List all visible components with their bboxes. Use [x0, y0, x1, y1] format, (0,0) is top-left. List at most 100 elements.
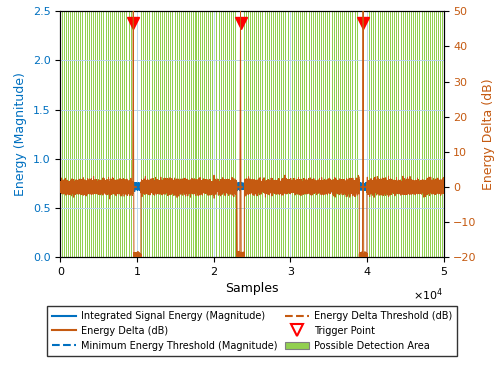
Bar	[190, 11, 191, 257]
Bar	[293, 11, 294, 257]
Bar	[437, 11, 438, 257]
Bar	[84, 11, 85, 257]
Bar	[308, 11, 309, 257]
Bar	[354, 11, 355, 257]
Bar	[249, 11, 250, 257]
Bar	[207, 11, 208, 257]
Bar	[383, 11, 384, 257]
Bar	[192, 11, 193, 257]
Bar	[131, 11, 132, 257]
Bar	[174, 11, 175, 257]
Bar	[429, 11, 430, 257]
Bar	[295, 11, 296, 257]
Bar	[268, 11, 269, 257]
Bar	[209, 11, 210, 257]
Bar	[184, 11, 185, 257]
Bar	[144, 11, 145, 257]
Bar	[291, 11, 292, 257]
Bar	[393, 11, 394, 257]
Bar	[142, 11, 143, 257]
Bar	[172, 11, 173, 257]
Bar	[102, 11, 103, 257]
Text: $\times 10^4$: $\times 10^4$	[413, 287, 444, 303]
Bar	[358, 11, 359, 257]
Bar	[410, 11, 411, 257]
Bar	[213, 11, 214, 257]
Bar	[368, 11, 369, 257]
Bar	[69, 11, 70, 257]
Bar	[324, 11, 325, 257]
Bar	[94, 11, 95, 257]
Bar	[203, 11, 204, 257]
Bar	[440, 11, 442, 257]
Bar	[425, 11, 426, 257]
Bar	[77, 11, 78, 257]
Bar	[397, 11, 398, 257]
Bar	[217, 11, 218, 257]
Bar	[326, 11, 327, 257]
Bar	[304, 11, 305, 257]
Bar	[161, 11, 162, 257]
Bar	[438, 11, 439, 257]
Bar	[178, 11, 179, 257]
Bar	[412, 11, 413, 257]
Bar	[151, 11, 152, 257]
Bar	[150, 11, 151, 257]
Bar	[129, 11, 130, 257]
Bar	[226, 11, 227, 257]
Bar	[163, 11, 164, 257]
Bar	[303, 11, 304, 257]
Bar	[318, 11, 319, 257]
Bar	[198, 11, 199, 257]
Bar	[349, 11, 350, 257]
Bar	[247, 11, 248, 257]
Bar	[402, 11, 403, 257]
Bar	[373, 11, 374, 257]
Bar	[186, 11, 187, 257]
Bar	[222, 11, 223, 257]
Bar	[380, 11, 381, 257]
Bar	[124, 11, 125, 257]
Bar	[75, 11, 76, 257]
Bar	[251, 11, 252, 257]
Bar	[236, 11, 237, 257]
Bar	[443, 11, 444, 257]
Bar	[119, 11, 120, 257]
Bar	[310, 11, 311, 257]
Bar	[343, 11, 344, 257]
Bar	[182, 11, 183, 257]
Bar	[230, 11, 231, 257]
Bar	[109, 11, 110, 257]
Y-axis label: Energy Delta (dB): Energy Delta (dB)	[482, 78, 495, 190]
Bar	[423, 11, 424, 257]
Bar	[90, 11, 91, 257]
Bar	[232, 11, 233, 257]
Bar	[115, 11, 116, 257]
Bar	[320, 11, 321, 257]
Bar	[421, 11, 422, 257]
Bar	[406, 11, 407, 257]
Bar	[132, 11, 133, 257]
Bar	[416, 11, 417, 257]
Bar	[228, 11, 229, 257]
Bar	[148, 11, 149, 257]
Bar	[245, 11, 246, 257]
Bar	[96, 11, 97, 257]
Bar	[141, 11, 237, 257]
Bar	[64, 11, 65, 257]
Bar	[201, 11, 202, 257]
Bar	[157, 11, 158, 257]
Bar	[121, 11, 122, 257]
Bar	[165, 11, 166, 257]
Y-axis label: Energy (Magnitude): Energy (Magnitude)	[15, 72, 27, 196]
Bar	[375, 11, 376, 257]
Bar	[404, 11, 405, 257]
Bar	[92, 11, 93, 257]
Bar	[205, 11, 206, 257]
Bar	[391, 11, 392, 257]
Bar	[377, 11, 379, 257]
Bar	[351, 11, 352, 257]
Bar	[244, 11, 359, 257]
Bar	[100, 11, 101, 257]
Bar	[263, 11, 264, 257]
